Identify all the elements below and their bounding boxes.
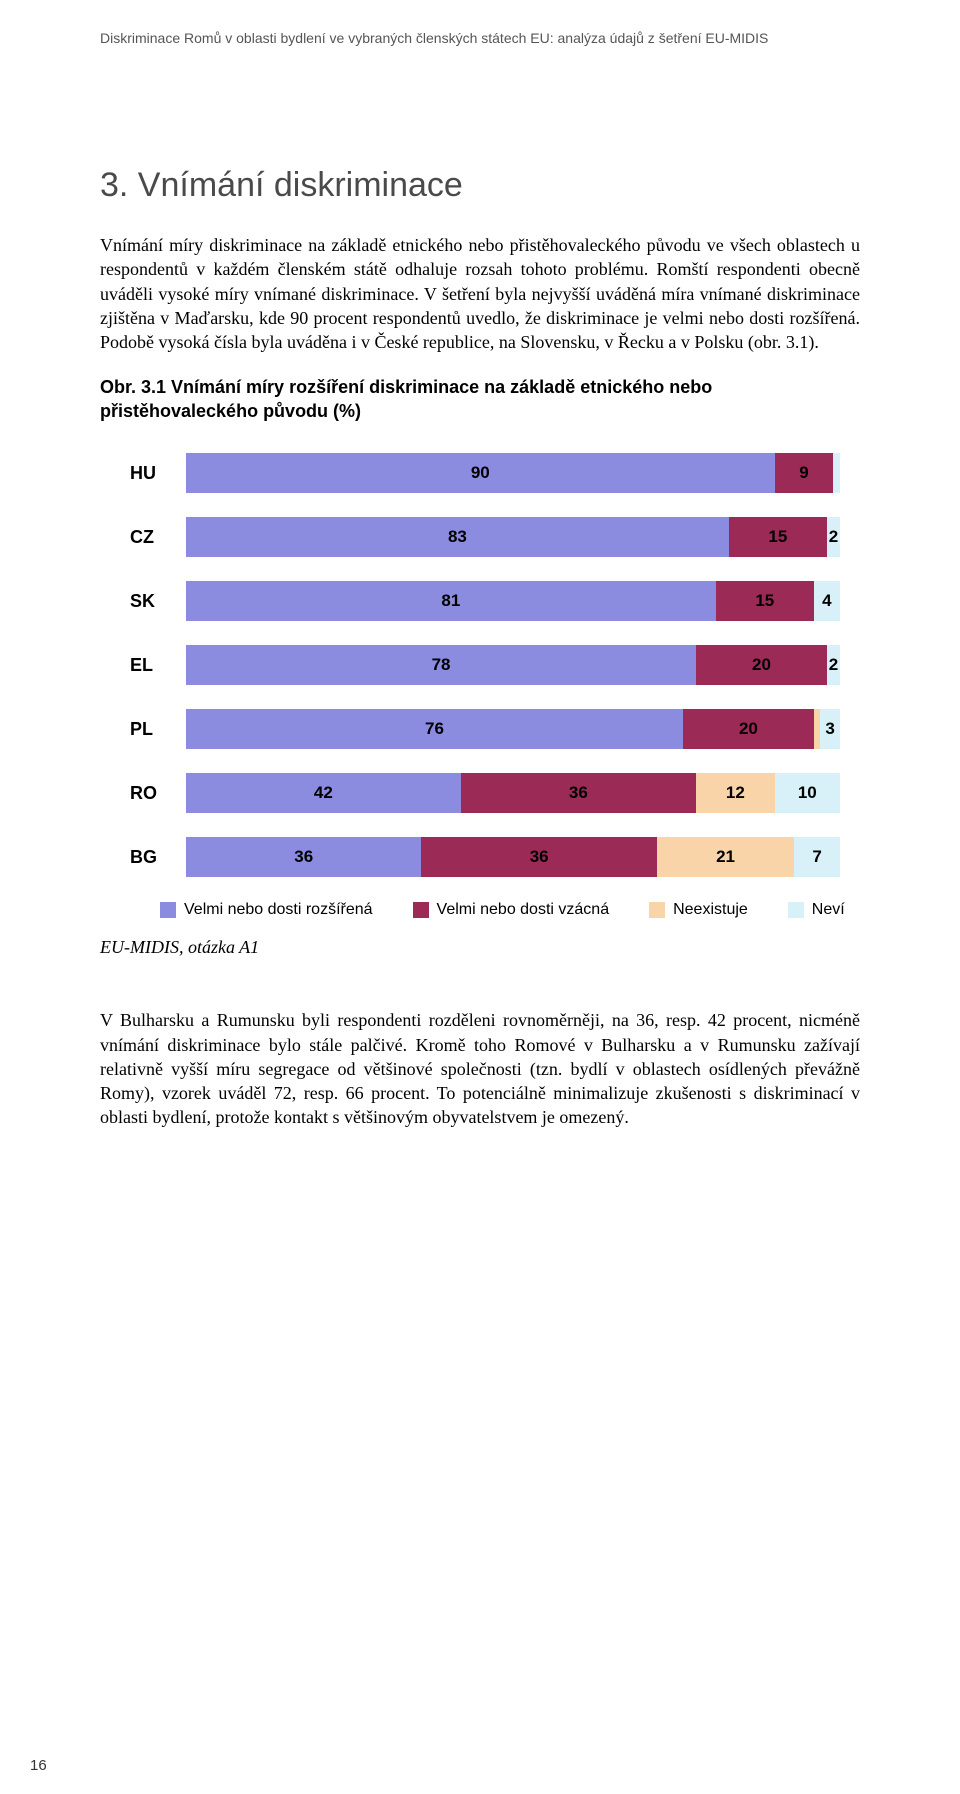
bar: 90 9 bbox=[186, 453, 840, 493]
bar-value: 15 bbox=[768, 527, 787, 547]
chart-source: EU-MIDIS, otázka A1 bbox=[100, 937, 860, 958]
bar-segment: 20 bbox=[683, 709, 814, 749]
bar-value: 9 bbox=[799, 463, 808, 483]
bar-segment: 42 bbox=[186, 773, 461, 813]
page-number: 16 bbox=[30, 1757, 47, 1774]
chart-legend: Velmi nebo dosti rozšířená Velmi nebo dos… bbox=[160, 901, 860, 919]
bar-value: 36 bbox=[294, 847, 313, 867]
bar-value: 12 bbox=[726, 783, 745, 803]
chart-row: CZ 83 15 2 bbox=[130, 517, 840, 557]
bar: 78 20 2 bbox=[186, 645, 840, 685]
bar-value: 2 bbox=[829, 655, 838, 675]
bar-value: 83 bbox=[448, 527, 467, 547]
legend-item: Velmi nebo dosti vzácná bbox=[413, 901, 610, 919]
bar-value: 20 bbox=[752, 655, 771, 675]
bar: 42 36 12 10 bbox=[186, 773, 840, 813]
legend-label: Neexistuje bbox=[673, 901, 748, 919]
paragraph-2: V Bulharsku a Rumunsku byli respondenti … bbox=[100, 1008, 860, 1129]
bar-value: 21 bbox=[716, 847, 735, 867]
legend-item: Neví bbox=[788, 901, 845, 919]
row-label: PL bbox=[130, 719, 186, 740]
bar-segment: 2 bbox=[827, 645, 840, 685]
figure-caption: Obr. 3.1 Vnímání míry rozšíření diskrimi… bbox=[100, 376, 860, 423]
legend-swatch bbox=[788, 902, 804, 918]
row-label: HU bbox=[130, 463, 186, 484]
row-label: RO bbox=[130, 783, 186, 804]
row-label: EL bbox=[130, 655, 186, 676]
row-label: SK bbox=[130, 591, 186, 612]
bar: 36 36 21 7 bbox=[186, 837, 840, 877]
bar-value: 36 bbox=[569, 783, 588, 803]
bar-value: 78 bbox=[432, 655, 451, 675]
bar-value: 15 bbox=[755, 591, 774, 611]
bar-segment: 12 bbox=[696, 773, 774, 813]
bar-segment: 81 bbox=[186, 581, 716, 621]
bar-segment: 36 bbox=[461, 773, 696, 813]
running-head: Diskriminace Romů v oblasti bydlení ve v… bbox=[100, 30, 860, 46]
bar-value: 76 bbox=[425, 719, 444, 739]
chart-row: RO 42 36 12 10 bbox=[130, 773, 840, 813]
bar-segment: 90 bbox=[186, 453, 775, 493]
bar-segment: 4 bbox=[814, 581, 840, 621]
bar-value: 10 bbox=[798, 783, 817, 803]
legend-swatch bbox=[413, 902, 429, 918]
bar-value: 4 bbox=[822, 591, 831, 611]
bar-segment: 78 bbox=[186, 645, 696, 685]
chart-row: BG 36 36 21 7 bbox=[130, 837, 840, 877]
bar: 76 20 3 bbox=[186, 709, 840, 749]
legend-label: Neví bbox=[812, 901, 845, 919]
bar-value: 7 bbox=[812, 847, 821, 867]
paragraph-1: Vnímání míry diskriminace na základě etn… bbox=[100, 233, 860, 354]
bar-segment: 15 bbox=[729, 517, 827, 557]
legend-swatch bbox=[160, 902, 176, 918]
legend-item: Velmi nebo dosti rozšířená bbox=[160, 901, 373, 919]
bar-segment: 9 bbox=[775, 453, 834, 493]
bar-segment: 2 bbox=[827, 517, 840, 557]
legend-item: Neexistuje bbox=[649, 901, 748, 919]
bar-segment: 10 bbox=[775, 773, 840, 813]
bar-segment: 3 bbox=[820, 709, 840, 749]
bar-value: 42 bbox=[314, 783, 333, 803]
bar-segment bbox=[833, 453, 840, 493]
bar-segment: 76 bbox=[186, 709, 683, 749]
section-title: 3. Vnímání diskriminace bbox=[100, 166, 860, 205]
bar-value: 20 bbox=[739, 719, 758, 739]
bar-segment: 7 bbox=[794, 837, 840, 877]
row-label: CZ bbox=[130, 527, 186, 548]
legend-label: Velmi nebo dosti rozšířená bbox=[184, 901, 373, 919]
bar-value: 36 bbox=[530, 847, 549, 867]
bar-value: 81 bbox=[441, 591, 460, 611]
bar-segment: 36 bbox=[186, 837, 421, 877]
bar-segment: 20 bbox=[696, 645, 827, 685]
bar-segment: 21 bbox=[657, 837, 794, 877]
row-label: BG bbox=[130, 847, 186, 868]
bar-segment: 15 bbox=[716, 581, 814, 621]
bar-chart: HU 90 9 CZ 83 15 2 SK 81 15 4 EL 78 20 2 PL 76 20 3 RO 42 36 1… bbox=[130, 453, 840, 877]
chart-row: PL 76 20 3 bbox=[130, 709, 840, 749]
bar-segment: 36 bbox=[421, 837, 656, 877]
chart-row: SK 81 15 4 bbox=[130, 581, 840, 621]
bar-segment: 83 bbox=[186, 517, 729, 557]
chart-row: HU 90 9 bbox=[130, 453, 840, 493]
bar-value: 2 bbox=[829, 527, 838, 547]
legend-label: Velmi nebo dosti vzácná bbox=[437, 901, 610, 919]
bar: 83 15 2 bbox=[186, 517, 840, 557]
legend-swatch bbox=[649, 902, 665, 918]
bar: 81 15 4 bbox=[186, 581, 840, 621]
chart-row: EL 78 20 2 bbox=[130, 645, 840, 685]
bar-value: 90 bbox=[471, 463, 490, 483]
bar-value: 3 bbox=[825, 719, 834, 739]
